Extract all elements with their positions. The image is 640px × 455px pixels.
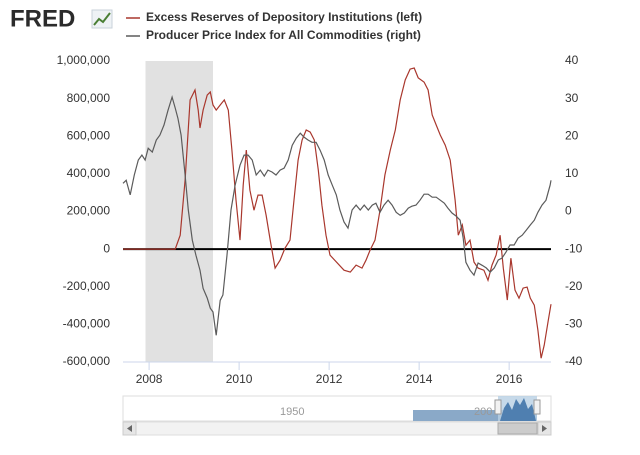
y2-tick-label: -40: [565, 354, 583, 368]
y2-tick-label: 30: [565, 91, 579, 105]
navigator-handle[interactable]: [533, 399, 541, 415]
navigator-range: [413, 410, 537, 421]
navigator: 1950 200: [122, 395, 552, 436]
arrow-icon: [542, 425, 547, 432]
navigator-label: 1950: [280, 406, 304, 418]
scrollbar-track[interactable]: [122, 421, 552, 436]
y2-tick-label: 10: [565, 166, 579, 180]
y-tick-label: 800,000: [67, 91, 111, 105]
series-line: [123, 67, 552, 359]
x-tick-label: 2014: [406, 372, 433, 386]
x-tick-label: 2010: [226, 372, 253, 386]
recession-band: [145, 61, 214, 362]
y-tick-label: 1,000,000: [57, 53, 111, 67]
y2-tick-label: 0: [565, 204, 572, 218]
y2-tick-label: 40: [565, 53, 579, 67]
navigator-mini-chart: [500, 398, 536, 421]
series-line: [122, 94, 552, 336]
y-tick-label: 600,000: [67, 128, 111, 142]
logo-icon: [91, 9, 113, 29]
x-tick-label: 2008: [136, 372, 163, 386]
legend-label: Producer Price Index for All Commodities…: [146, 28, 421, 42]
legend-label: Excess Reserves of Depository Institutio…: [146, 10, 422, 24]
y-tick-label: 0: [103, 241, 110, 255]
y2-tick-label: -30: [565, 317, 583, 331]
y-tick-label: -400,000: [63, 317, 111, 331]
y2-tick-label: -10: [565, 241, 583, 255]
scrollbar-thumb[interactable]: [497, 422, 538, 435]
y-tick-label: -600,000: [63, 354, 111, 368]
x-tick-label: 2016: [496, 372, 523, 386]
arrow-icon: [127, 425, 132, 432]
logo: FRED: [10, 5, 75, 32]
navigator-handle[interactable]: [494, 399, 502, 415]
y2-tick-label: -20: [565, 279, 583, 293]
navigator-label: 200: [474, 406, 492, 418]
y-tick-label: 200,000: [67, 204, 111, 218]
x-tick-label: 2012: [316, 372, 343, 386]
y2-tick-label: 20: [565, 128, 579, 142]
y-tick-label: 400,000: [67, 166, 111, 180]
y-tick-label: -200,000: [63, 279, 111, 293]
